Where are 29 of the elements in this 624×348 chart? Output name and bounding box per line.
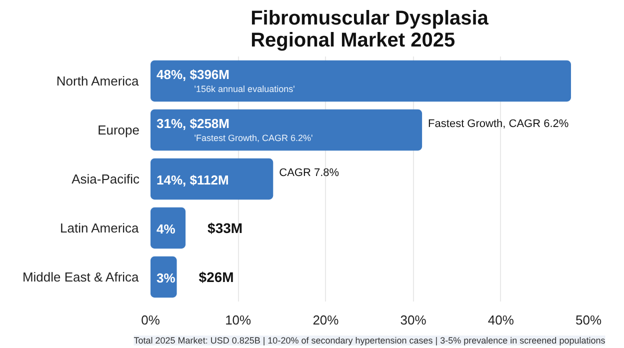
data-label: 31%, $258M <box>156 116 230 131</box>
bar <box>150 207 186 249</box>
x-tick-label: 30% <box>400 312 427 328</box>
bar <box>150 60 571 102</box>
x-tick-label: 10% <box>225 312 252 328</box>
y-tick-label: Latin America <box>60 220 140 236</box>
annotation: 'Fastest Growth, CAGR 6.2%' <box>194 133 314 143</box>
data-label: 14%, $112M <box>156 172 229 188</box>
data-label: 3% <box>156 270 176 286</box>
data-label: 4% <box>156 222 176 236</box>
annotation: '156k annual evaluations' <box>194 84 296 94</box>
annotation: Fastest Growth, CAGR 6.2% <box>428 118 569 130</box>
y-tick-label: Middle East & Africa <box>22 270 140 284</box>
y-tick-label: North America <box>56 74 140 88</box>
chart-title: Fibromuscular Dysplasia Regional Market 2025 <box>250 8 490 52</box>
x-tick-label: 20% <box>312 312 340 328</box>
data-label: 48%, $396M <box>156 67 230 82</box>
annotation: CAGR 7.8% <box>279 167 340 179</box>
bar <box>150 109 422 151</box>
y-tick-label: Asia-Pacific <box>72 172 140 186</box>
x-tick-label: 50% <box>575 312 602 328</box>
x-tick-label: 40% <box>488 312 514 328</box>
bar <box>150 256 177 298</box>
bar <box>150 158 274 200</box>
x-tick-label: 0% <box>141 312 160 328</box>
y-tick-label: Europe <box>98 122 140 138</box>
text: Total 2025 Market: USD 0.825B | 10-20% of secondary hypertension cases | 3-5% prevalence in screened populations <box>134 336 606 346</box>
annotation: $33M <box>208 220 243 236</box>
annotation: $26M <box>198 269 234 285</box>
